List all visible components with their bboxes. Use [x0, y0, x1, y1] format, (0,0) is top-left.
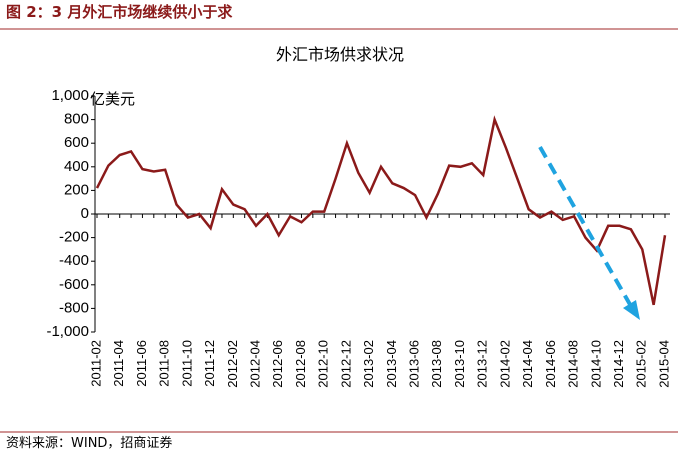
- y-tick-label: 400: [64, 158, 89, 175]
- y-tick-label: -1,000: [46, 323, 89, 340]
- x-tick-label: 2015-02: [634, 340, 649, 388]
- x-tick-label: 2013-06: [407, 340, 422, 388]
- y-tick-label: 600: [64, 134, 89, 151]
- x-tick-label: 2012-06: [270, 340, 285, 388]
- x-tick-label: 2011-10: [179, 340, 194, 387]
- x-tick-label: 2014-04: [520, 340, 535, 388]
- chart-title: 外汇市场供求状况: [276, 45, 404, 64]
- x-tick-label: 2013-04: [384, 340, 399, 388]
- plot: 1,000 800 600 400 200 0 -200 -400 -600 -800 -1,000…: [46, 87, 671, 388]
- x-tick-label: 2014-08: [566, 340, 581, 388]
- x-tick-label: 2012-08: [293, 340, 308, 388]
- x-tick-label: 2014-10: [588, 340, 603, 388]
- x-tick-label: 2011-06: [134, 340, 149, 387]
- source-note: 资料来源：WIND，招商证券: [6, 435, 172, 451]
- y-tick-label: 200: [64, 181, 89, 198]
- y-tick-label: -400: [59, 252, 89, 269]
- y-axis-label: 亿美元: [90, 91, 135, 108]
- figure-header: 图 2：3 月外汇市场继续供小于求: [6, 3, 233, 21]
- y-tick-label: -200: [59, 229, 89, 246]
- x-tick-label: 2011-02: [88, 340, 103, 387]
- trend-arrow: [538, 146, 634, 309]
- data-line: [95, 115, 667, 306]
- x-tick-label: 2013-08: [429, 340, 444, 388]
- x-tick-label: 2011-08: [157, 340, 172, 387]
- x-tick-label: 2015-04: [656, 340, 671, 388]
- x-tick-label: 2012-12: [338, 340, 353, 388]
- x-tick-label: 2013-02: [361, 340, 376, 388]
- x-tick-label: 2014-06: [543, 340, 558, 388]
- y-tick-label: 0: [81, 205, 89, 222]
- y-tick-label: -800: [59, 299, 89, 316]
- x-tick-label: 2012-04: [247, 340, 262, 388]
- x-tick-label: 2014-12: [611, 340, 626, 388]
- x-tick-label: 2012-10: [316, 340, 331, 388]
- trend-arrow-head: [623, 300, 640, 320]
- x-tick-label: 2011-04: [111, 340, 126, 387]
- x-tick-label: 2013-12: [475, 340, 490, 388]
- x-tick-label: 2013-10: [452, 340, 467, 388]
- y-tick-label: 1,000: [51, 87, 89, 104]
- x-tick-label: 2011-12: [202, 340, 217, 387]
- y-tick-label: -600: [59, 276, 89, 293]
- x-tick-label: 2014-02: [497, 340, 512, 388]
- x-tick-label: 2012-02: [225, 340, 240, 388]
- y-tick-label: 800: [64, 111, 89, 128]
